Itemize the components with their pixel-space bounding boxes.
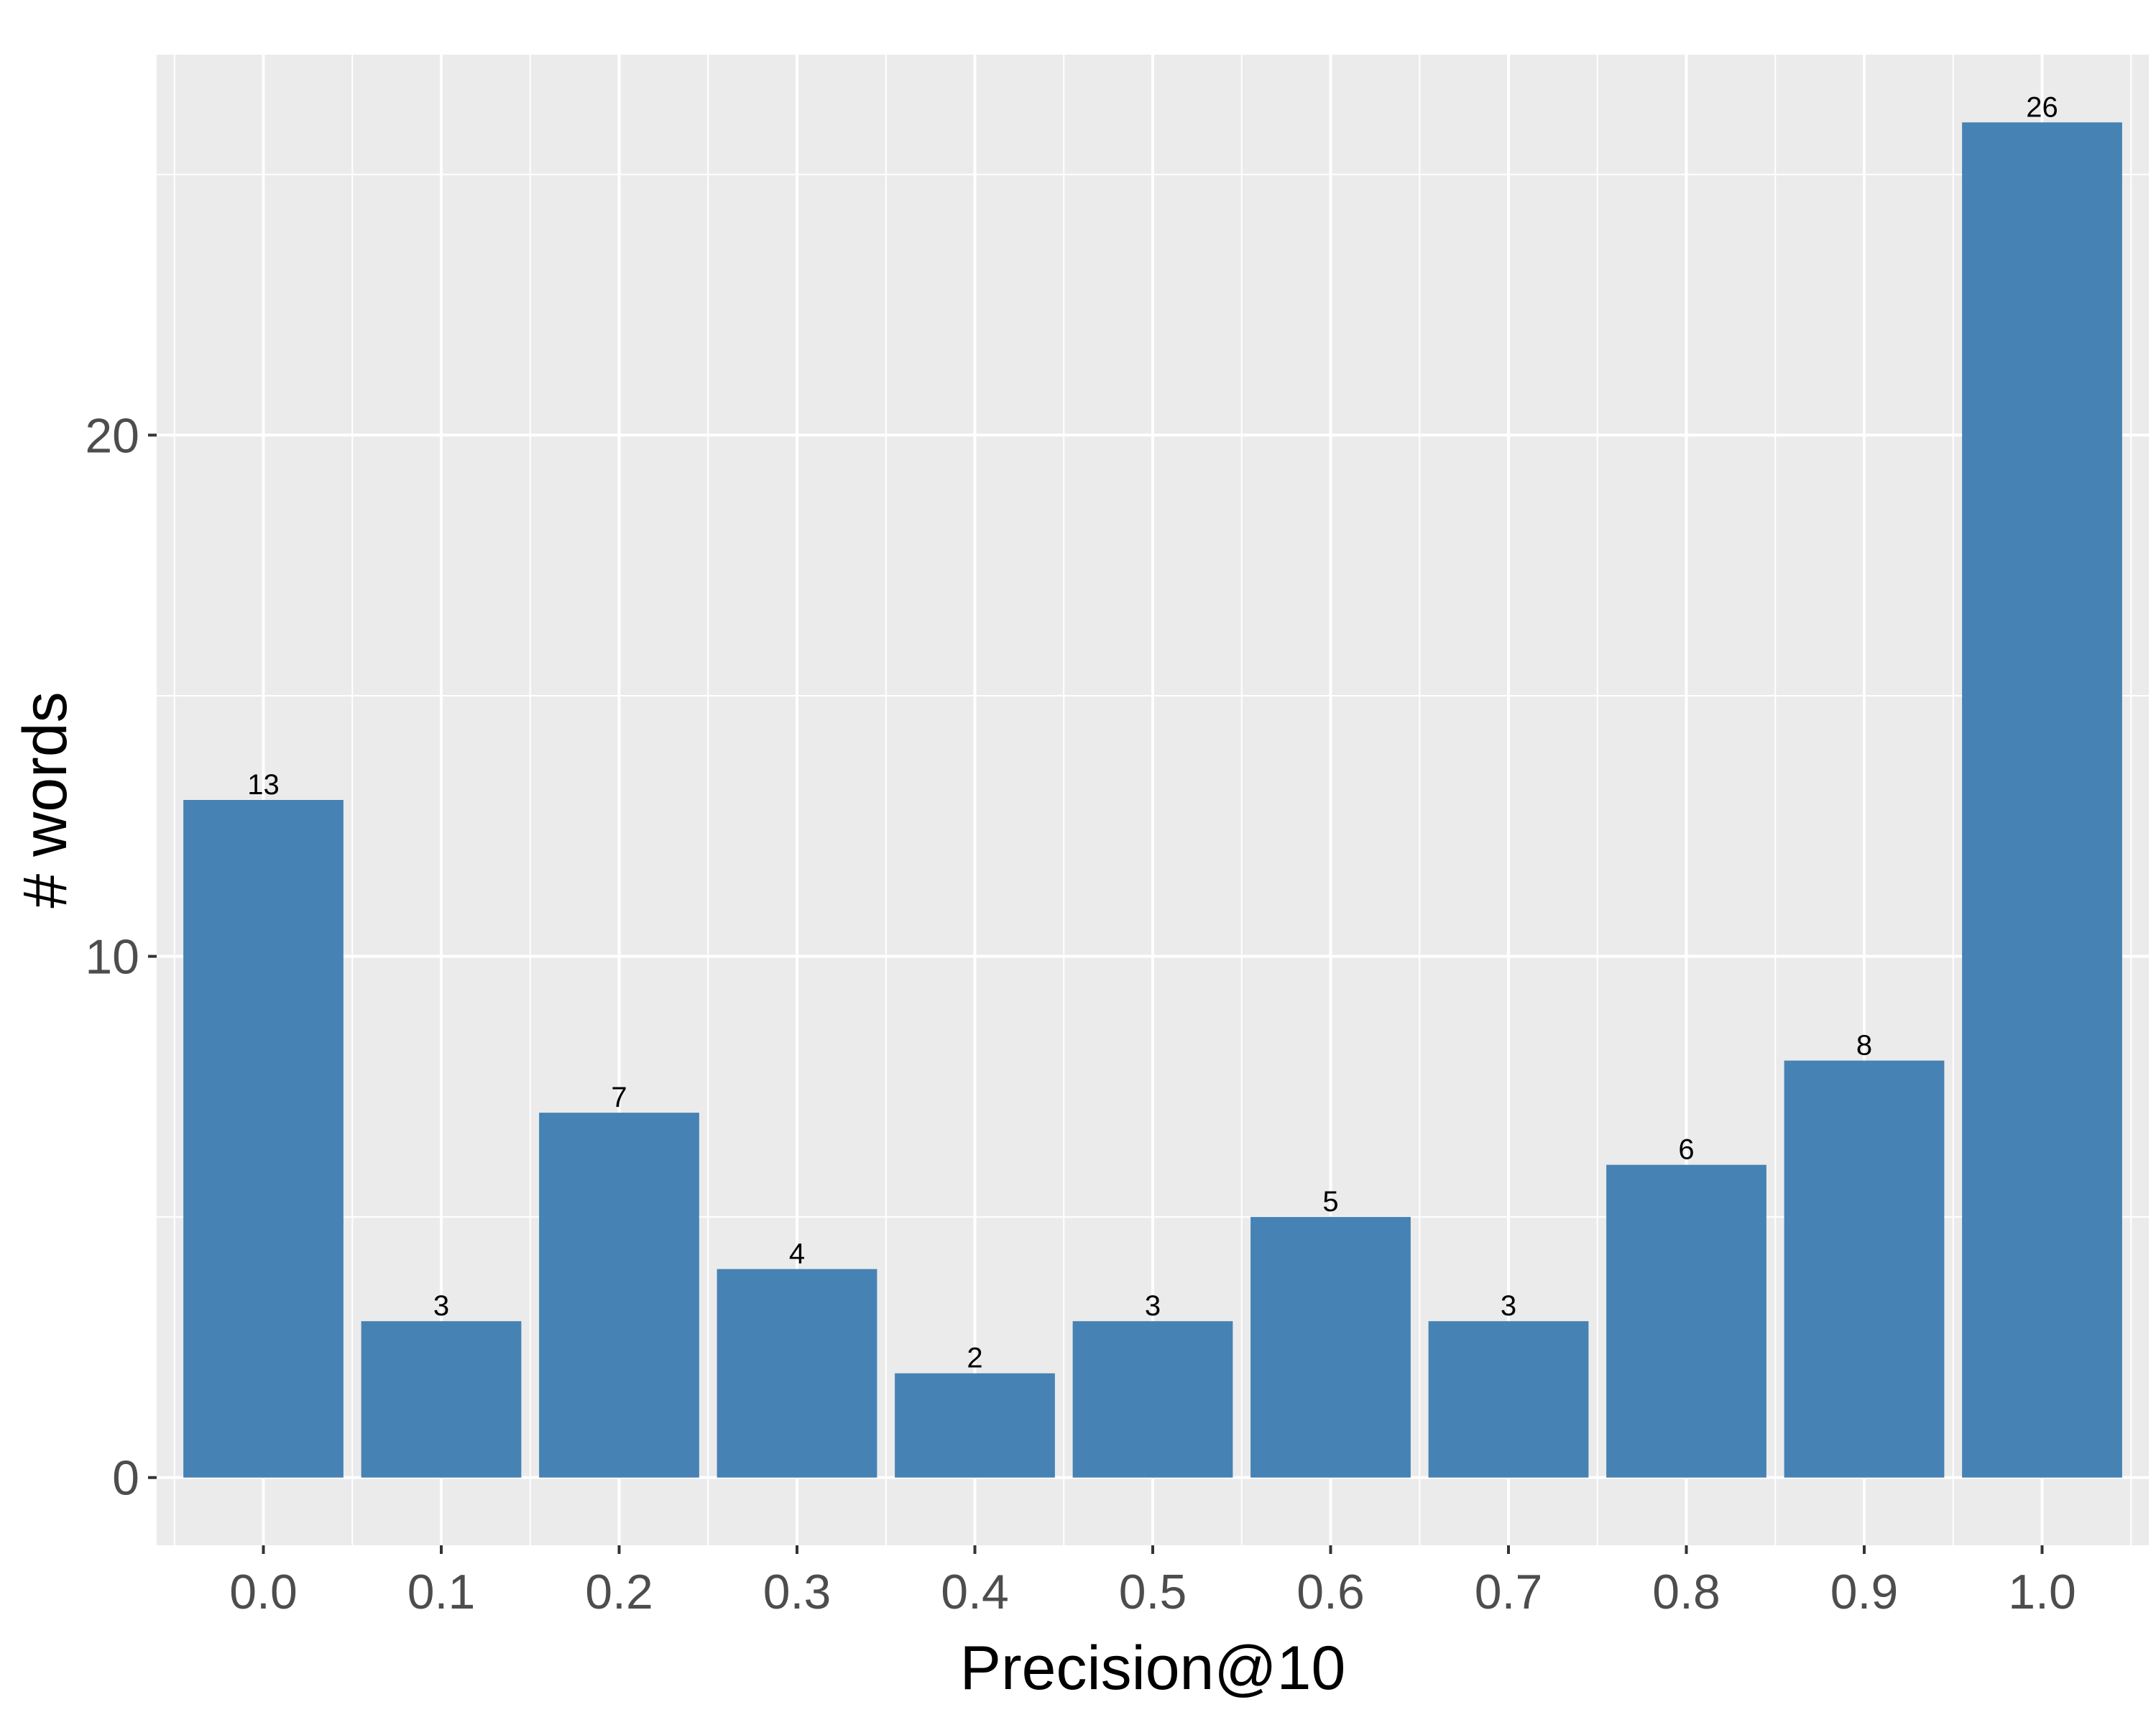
bar-1.0 <box>1962 122 2122 1478</box>
bar-0.6 <box>1250 1217 1411 1478</box>
bar-0.1 <box>361 1321 522 1478</box>
bar-0.5 <box>1072 1321 1233 1478</box>
x-tick-label: 0.6 <box>1296 1565 1365 1619</box>
bar-value-label: 6 <box>1678 1134 1694 1166</box>
y-axis: 0 10 20 <box>85 408 157 1506</box>
x-tick-label: 0.4 <box>941 1565 1009 1619</box>
bar-0.4 <box>895 1373 1055 1478</box>
y-axis-title: # words <box>11 691 80 908</box>
x-tick-label: 0.2 <box>585 1565 653 1619</box>
bar-value-label: 5 <box>1322 1186 1338 1218</box>
y-tick-label: 20 <box>85 408 139 463</box>
bar-0.7 <box>1428 1321 1589 1478</box>
x-tick-label: 0.8 <box>1652 1565 1720 1619</box>
y-tick-label: 0 <box>112 1451 139 1506</box>
bar-0.0 <box>183 800 344 1478</box>
bar-0.3 <box>717 1269 877 1478</box>
x-tick-label: 1.0 <box>2008 1565 2076 1619</box>
x-axis-title: Precision@10 <box>960 1634 1346 1703</box>
bar-value-label: 3 <box>1501 1290 1516 1322</box>
bar-value-label: 8 <box>1856 1030 1872 1062</box>
bars <box>183 122 2122 1478</box>
bar-0.8 <box>1606 1164 1766 1478</box>
bar-value-label: 13 <box>247 769 280 801</box>
bar-value-label: 4 <box>789 1238 805 1270</box>
bar-value-label: 3 <box>1145 1290 1161 1322</box>
bar-value-labels: 13 3 7 4 2 3 5 3 6 8 26 <box>247 91 2058 1374</box>
x-tick-label: 0.0 <box>229 1565 298 1619</box>
bar-value-label: 26 <box>2026 91 2058 123</box>
bar-0.2 <box>539 1113 699 1478</box>
bar-value-label: 2 <box>967 1343 982 1374</box>
bar-value-label: 3 <box>433 1290 449 1322</box>
x-tick-label: 0.1 <box>407 1565 476 1619</box>
x-tick-label: 0.3 <box>763 1565 831 1619</box>
x-tick-label: 0.5 <box>1119 1565 1187 1619</box>
bar-0.9 <box>1784 1060 1945 1478</box>
y-tick-label: 10 <box>85 930 139 985</box>
x-axis: 0.0 0.1 0.2 0.3 0.4 0.5 0.6 0.7 0.8 0.9 1.0 <box>229 1545 2076 1619</box>
x-tick-label: 0.7 <box>1475 1565 1543 1619</box>
x-tick-label: 0.9 <box>1830 1565 1899 1619</box>
bar-value-label: 7 <box>611 1082 627 1113</box>
